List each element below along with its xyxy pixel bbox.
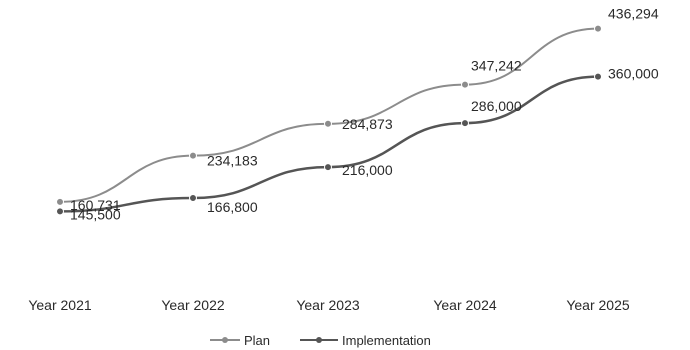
x-tick-label: Year 2024 <box>433 297 497 313</box>
data-label-implementation: 286,000 <box>471 98 522 114</box>
data-label-plan: 284,873 <box>342 116 393 132</box>
data-point-implementation[interactable] <box>324 163 332 172</box>
legend-item-plan[interactable]: Plan <box>210 333 270 348</box>
data-point-plan[interactable] <box>56 197 64 206</box>
data-point-implementation[interactable] <box>461 119 469 128</box>
series-line-plan <box>59 27 599 203</box>
series-line-implementation <box>59 75 599 213</box>
data-point-plan[interactable] <box>189 151 197 160</box>
data-label-plan: 436,294 <box>608 6 659 22</box>
legend-label-implementation: Implementation <box>342 333 431 348</box>
data-label-implementation: 360,000 <box>608 66 659 82</box>
data-point-plan[interactable] <box>461 80 469 89</box>
x-tick-label: Year 2023 <box>296 297 360 313</box>
data-label-implementation: 145,500 <box>70 206 121 222</box>
x-tick-label: Year 2025 <box>566 297 630 313</box>
data-label-implementation: 216,000 <box>342 162 393 178</box>
data-label-plan: 234,183 <box>207 153 258 169</box>
data-point-plan[interactable] <box>594 24 602 33</box>
legend-label-plan: Plan <box>244 333 270 348</box>
x-tick-label: Year 2022 <box>161 297 225 313</box>
data-point-implementation[interactable] <box>594 72 602 81</box>
x-tick-label: Year 2021 <box>28 297 92 313</box>
legend: Plan Implementation <box>210 333 431 348</box>
data-point-implementation[interactable] <box>56 207 64 216</box>
data-label-implementation: 166,800 <box>207 199 258 215</box>
data-point-plan[interactable] <box>324 119 332 128</box>
data-label-plan: 347,242 <box>471 58 522 74</box>
data-label-plan: 160,731 <box>70 197 121 213</box>
data-point-implementation[interactable] <box>189 194 197 203</box>
legend-item-implementation[interactable]: Implementation <box>300 333 431 348</box>
